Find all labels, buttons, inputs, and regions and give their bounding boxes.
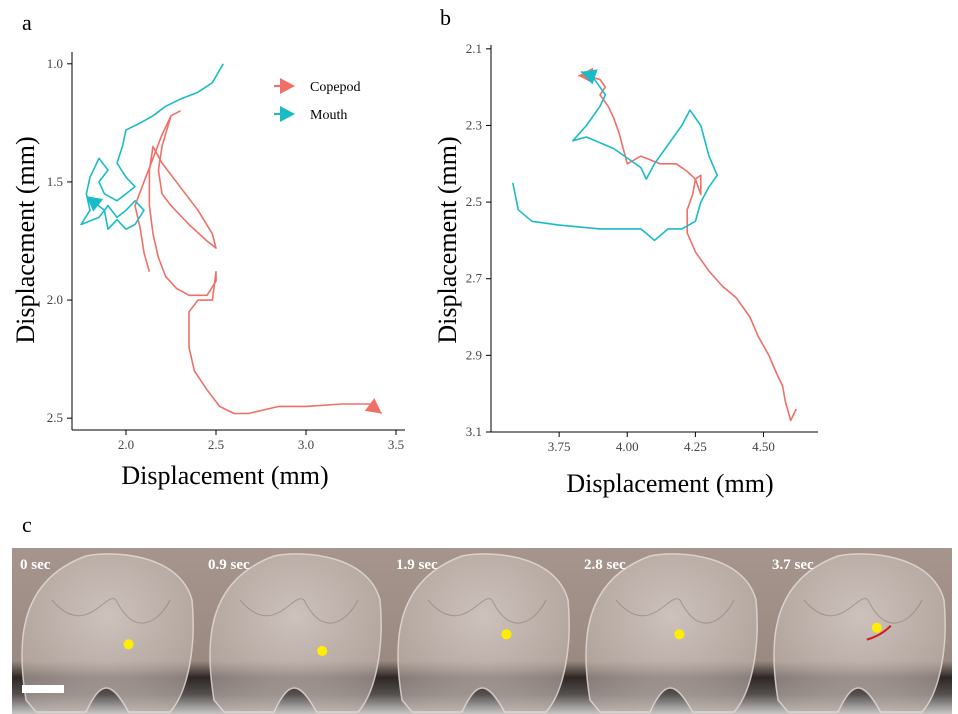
x-tick-label: 3.0 <box>298 437 314 452</box>
y-tick-label: 1.5 <box>47 174 63 189</box>
copepod-marker <box>501 629 512 640</box>
legend-item-mouth: Mouth <box>274 106 347 123</box>
chart-b-ticks: 3.75 4.00 4.25 4.50 2.1 2.3 2.5 2.7 2.9 3.1 <box>466 41 775 454</box>
y-tick-label: 2.9 <box>466 347 482 362</box>
photo-frame: 0.9 sec <box>208 553 382 713</box>
medusa-outline <box>803 598 923 624</box>
series-copepod-path <box>134 110 383 415</box>
photo-frame: 2.8 sec <box>584 553 758 713</box>
medusa-outline <box>51 598 171 624</box>
panel-label-b: b <box>440 5 451 30</box>
x-tick-label: 4.00 <box>616 439 639 454</box>
copepod-marker <box>871 622 882 633</box>
medusa-body <box>773 553 946 713</box>
panel-label-a: a <box>22 10 32 35</box>
medusa-outline <box>427 598 547 624</box>
y-tick-label: 2.3 <box>466 117 482 132</box>
medusa-body <box>585 553 758 713</box>
copepod-marker <box>317 645 328 656</box>
y-tick-label: 2.7 <box>466 271 483 286</box>
x-tick-label: 4.25 <box>684 439 707 454</box>
y-tick-label: 2.5 <box>47 410 63 425</box>
y-tick-label: 2.1 <box>466 41 482 56</box>
photo-frame: 3.7 sec <box>772 553 946 713</box>
legend-item-copepod: Copepod <box>274 78 361 95</box>
frame-time-label: 0.9 sec <box>208 557 250 573</box>
chart-a-xlabel: Displacement (mm) <box>121 461 328 490</box>
copepod-marker <box>674 629 685 640</box>
copepod-marker <box>123 639 134 650</box>
scale-bar <box>22 685 64 693</box>
legend-label-mouth: Mouth <box>310 108 347 123</box>
legend: Copepod Mouth <box>274 78 361 123</box>
panel-label-c: c <box>22 512 32 537</box>
photo-frames: 0 sec 0.9 sec 1.9 sec 2.8 sec 3.7 sec <box>20 553 946 713</box>
y-tick-label: 2.5 <box>466 194 482 209</box>
medusa-body <box>397 553 570 713</box>
photo-strip: 0 sec 0.9 sec 1.9 sec 2.8 sec 3.7 sec <box>12 548 952 714</box>
frame-time-label: 0 sec <box>20 557 51 573</box>
photo-frame: 0 sec <box>20 553 194 713</box>
legend-label-copepod: Copepod <box>310 80 361 95</box>
y-tick-label: 1.0 <box>47 56 63 71</box>
frame-time-label: 3.7 sec <box>772 557 814 573</box>
series-mouth-arrow <box>86 196 104 212</box>
x-tick-label: 2.0 <box>118 437 134 452</box>
photo-frame: 1.9 sec <box>396 553 570 713</box>
chart-a-ticks: 2.0 2.5 3.0 3.5 1.0 1.5 2.0 2.5 <box>47 56 404 452</box>
chart-a-series <box>80 63 383 415</box>
y-tick-label: 2.0 <box>47 292 63 307</box>
chart-a-ylabel: Displacement (mm) <box>11 136 40 343</box>
x-tick-label: 3.75 <box>548 439 571 454</box>
chart-a: 2.0 2.5 3.0 3.5 1.0 1.5 2.0 2.5 Displacement (m… <box>11 52 405 490</box>
legend-arrow-copepod <box>280 78 295 94</box>
frame-time-label: 1.9 sec <box>396 557 438 573</box>
medusa-body <box>209 553 382 713</box>
medusa-outline <box>239 598 359 624</box>
chart-b-series <box>512 67 797 422</box>
chart-b-ylabel: Displacement (mm) <box>433 136 462 343</box>
x-tick-label: 3.5 <box>388 437 404 452</box>
medusa-outline <box>615 598 735 624</box>
chart-b: 3.75 4.00 4.25 4.50 2.1 2.3 2.5 2.7 2.9 3.1 Displ… <box>433 41 818 498</box>
medusa-body <box>21 553 194 713</box>
chart-b-xlabel: Displacement (mm) <box>566 469 773 498</box>
x-tick-label: 4.50 <box>752 439 775 454</box>
series-mouth-path <box>512 71 719 242</box>
legend-arrow-mouth <box>280 106 295 122</box>
mouth-trace <box>866 624 892 641</box>
y-tick-label: 3.1 <box>466 424 482 439</box>
series-copepod-arrow <box>364 398 382 414</box>
frame-time-label: 2.8 sec <box>584 557 626 573</box>
x-tick-label: 2.5 <box>208 437 224 452</box>
series-mouth-arrow <box>580 69 598 85</box>
series-copepod-path <box>578 74 797 422</box>
series-mouth-path <box>80 63 224 230</box>
